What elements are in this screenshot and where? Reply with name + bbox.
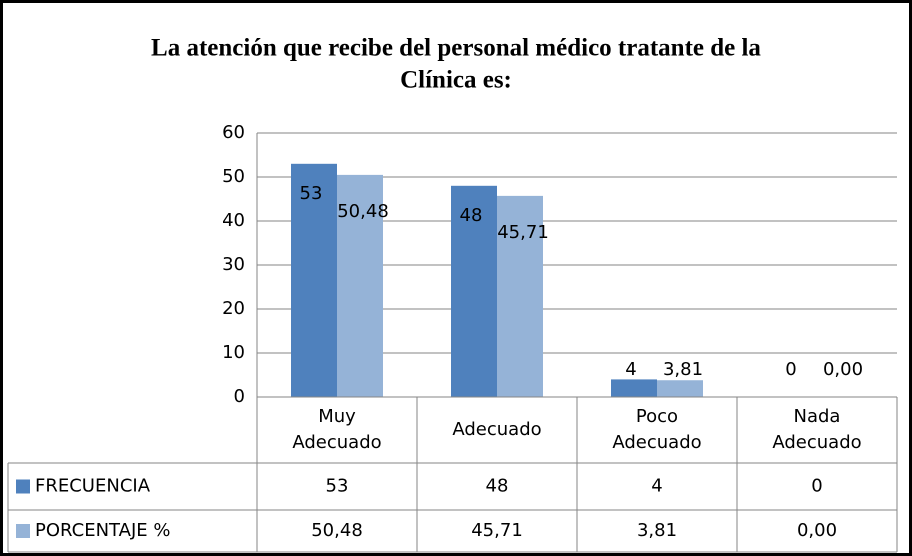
- chart-title: Clínica es:: [400, 67, 512, 94]
- x-tick-label: Adecuado: [452, 419, 542, 440]
- legend-key: [16, 524, 30, 538]
- data-label: 45,71: [497, 222, 549, 243]
- bar: [451, 185, 497, 397]
- x-tick-label: Poco Adecuado: [612, 406, 702, 453]
- x-tick-label: Nada Adecuado: [772, 406, 862, 453]
- data-label: 0: [785, 359, 796, 380]
- y-tick-label: 50: [222, 166, 245, 187]
- data-label: 53: [300, 183, 323, 204]
- data-label: 4: [625, 359, 636, 380]
- table-cell: 53: [326, 476, 349, 497]
- y-tick-label: 0: [234, 386, 245, 407]
- table-cell: 0: [811, 476, 822, 497]
- x-tick-label: Muy Adecuado: [292, 406, 382, 453]
- y-tick-label: 10: [222, 342, 245, 363]
- y-tick-label: 30: [222, 254, 245, 275]
- y-tick-label: 20: [222, 298, 245, 319]
- data-label: 3,81: [663, 359, 703, 380]
- legend-key: [16, 479, 30, 494]
- legend-label: FRECUENCIA: [35, 476, 151, 497]
- bar: [611, 379, 657, 397]
- legend-label: PORCENTAJE %: [35, 520, 170, 541]
- data-label: 48: [460, 205, 483, 226]
- chart: La atención que recibe del personal médi…: [7, 35, 898, 553]
- bar: [291, 163, 337, 397]
- bar: [337, 174, 383, 397]
- data-label: 50,48: [337, 201, 389, 222]
- bar: [657, 380, 703, 397]
- bar: [497, 195, 543, 397]
- y-tick-label: 40: [222, 210, 245, 231]
- chart-title: La atención que recibe del personal médi…: [151, 35, 761, 62]
- table-cell: 4: [651, 476, 662, 497]
- table-cell: 48: [486, 476, 509, 497]
- table-cell: 50,48: [311, 520, 363, 541]
- table-cell: 0,00: [797, 520, 837, 541]
- table-cell: 3,81: [637, 520, 677, 541]
- table-cell: 45,71: [471, 520, 523, 541]
- data-label: 0,00: [823, 359, 863, 380]
- y-tick-label: 60: [222, 122, 245, 143]
